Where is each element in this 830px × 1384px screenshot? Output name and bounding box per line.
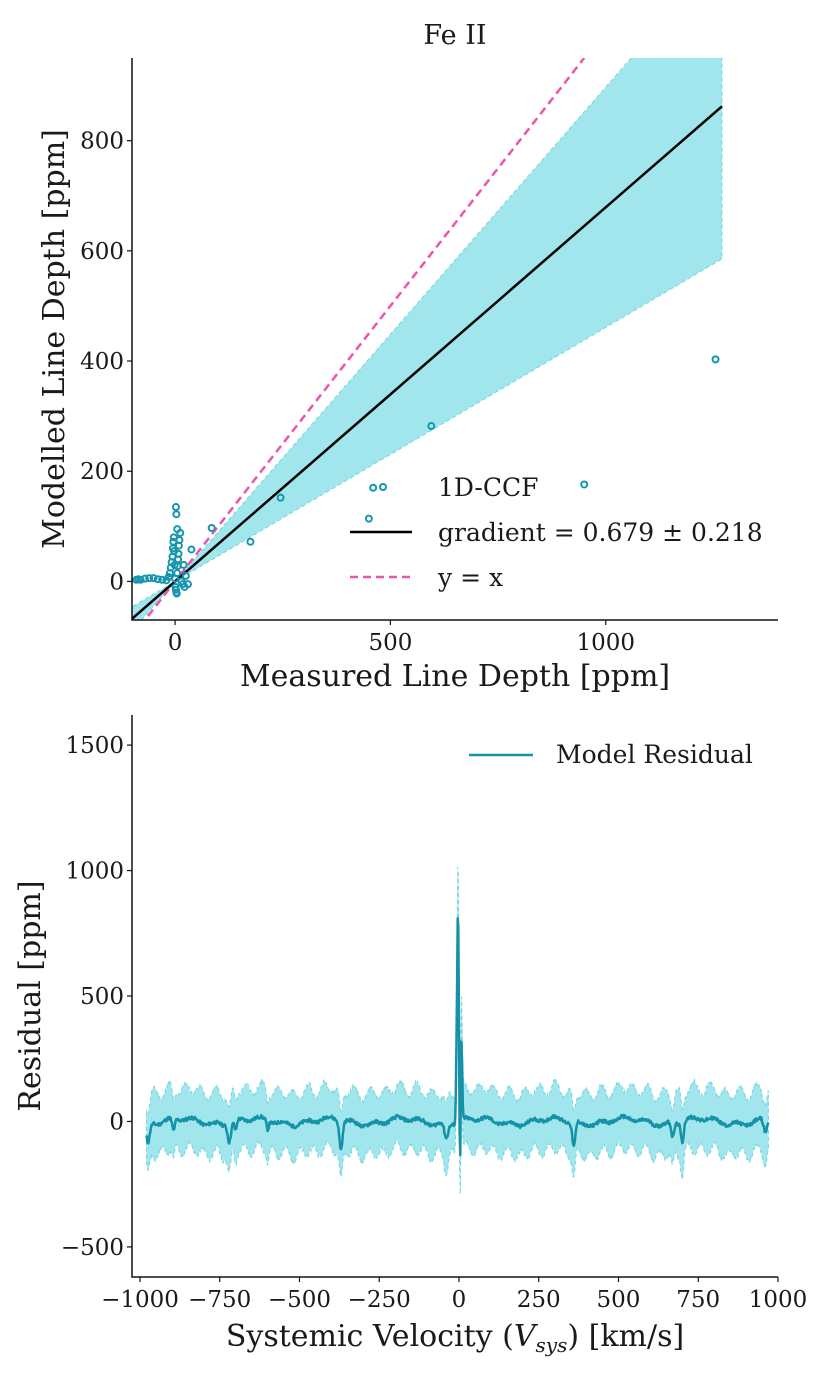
x-tick-label: 1000 — [749, 1287, 808, 1313]
gradient-fit-line — [132, 105, 723, 620]
y-tick-label: 600 — [80, 239, 124, 265]
y-tick-label: 800 — [80, 129, 124, 155]
scatter-point — [246, 537, 255, 546]
bottom-legend: Model Residual — [469, 740, 753, 769]
x-tick-label: 0 — [168, 630, 183, 656]
legend-label-residual: Model Residual — [556, 740, 753, 769]
x-axis-symbol: V — [514, 1319, 539, 1354]
top-axes-spines — [131, 58, 778, 621]
x-tick-label: 1000 — [576, 630, 635, 656]
scatter-point — [173, 569, 182, 578]
legend-label-scatter: 1D-CCF — [438, 473, 538, 502]
scatter-point — [207, 523, 216, 532]
top-x-axis-label: Measured Line Depth [ppm] — [240, 659, 670, 694]
scatter-point — [175, 536, 184, 545]
x-tick-label: −500 — [268, 1287, 331, 1313]
scatter-point — [172, 510, 181, 519]
bottom-y-ticks: −500 0 500 1000 1500 — [61, 733, 132, 1261]
legend-label-identity: y = x — [437, 563, 503, 592]
scatter-point — [364, 514, 373, 523]
scatter-point — [580, 480, 589, 489]
y-tick-label: 1500 — [65, 733, 124, 759]
y-tick-label: 1000 — [65, 859, 124, 885]
x-tick-label: 0 — [452, 1287, 467, 1313]
legend-marker-scatter — [379, 483, 387, 491]
scatter-point — [174, 549, 183, 558]
x-tick-label: 500 — [368, 630, 412, 656]
scatter-point — [276, 493, 285, 502]
scatter-point — [187, 545, 196, 554]
top-y-axis-label: Modelled Line Depth [ppm] — [37, 129, 72, 549]
y-tick-label: 500 — [80, 984, 124, 1010]
gradient-uncertainty-band — [132, 58, 723, 620]
bottom-residual-panel: −1000 −750 −500 −250 0 250 500 750 1000 −500 0 500… — [13, 715, 807, 1357]
top-scatter-panel: Fe II 0 500 1000 0 200 400 600 800 Measured Li… — [37, 20, 778, 694]
scatter-point — [149, 574, 158, 583]
x-tick-label: 250 — [517, 1287, 561, 1313]
scatter-point — [171, 503, 180, 512]
x-tick-label: 750 — [676, 1287, 720, 1313]
bottom-x-ticks: −1000 −750 −500 −250 0 250 500 750 1000 — [101, 1277, 807, 1313]
y-tick-label: 200 — [80, 459, 124, 485]
y-tick-label: −500 — [61, 1235, 124, 1261]
model-residual-line — [145, 917, 770, 1157]
top-y-ticks: 0 200 400 600 800 — [80, 129, 132, 595]
scatter-point — [427, 422, 436, 431]
legend-label-fit: gradient = 0.679 ± 0.218 — [438, 518, 763, 547]
x-tick-label: −750 — [188, 1287, 251, 1313]
x-tick-label: −250 — [348, 1287, 411, 1313]
scatter-points — [132, 355, 720, 598]
bottom-x-axis-label: Systemic Velocity (Vsys) [km/s] — [226, 1319, 684, 1357]
scatter-point — [711, 355, 720, 364]
top-legend: 1D-CCF gradient = 0.679 ± 0.218 y = x — [350, 473, 763, 592]
scatter-point — [158, 575, 167, 584]
scatter-point — [183, 580, 192, 589]
top-x-ticks: 0 500 1000 — [168, 620, 635, 656]
y-tick-label: 0 — [109, 569, 124, 595]
scatter-point — [136, 575, 145, 584]
residual-uncertainty-band — [145, 866, 769, 1195]
scatter-point — [179, 560, 188, 569]
top-chart-title: Fe II — [423, 20, 486, 51]
y-tick-label: 0 — [109, 1109, 124, 1135]
identity-line — [143, 58, 586, 620]
scatter-point — [369, 483, 378, 492]
scatter-point — [140, 574, 149, 583]
bottom-axes-spines — [131, 715, 778, 1278]
scatter-point — [145, 574, 154, 583]
scatter-point — [181, 571, 190, 580]
x-axis-symbol-subscript: sys — [536, 1333, 568, 1357]
scatter-point — [173, 525, 182, 534]
scatter-point — [153, 575, 162, 584]
x-tick-label: 500 — [597, 1287, 641, 1313]
x-axis-units: [km/s] — [589, 1319, 685, 1354]
scatter-point — [172, 589, 181, 598]
x-tick-label: −1000 — [101, 1287, 179, 1313]
y-tick-label: 400 — [80, 349, 124, 375]
x-axis-label-text: Systemic Velocity — [226, 1319, 493, 1354]
bottom-y-axis-label: Residual [ppm] — [13, 880, 48, 1111]
